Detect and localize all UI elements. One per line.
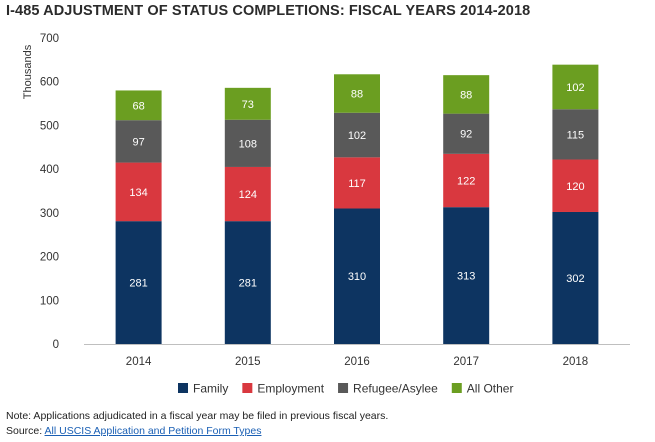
y-tick-label: 400 — [40, 164, 59, 176]
axes: 0 100 200 300 400 500 600 700 Thousands 2014 2015 2… — [22, 33, 630, 368]
data-label: 97 — [132, 136, 144, 148]
bar-segment — [224, 119, 271, 167]
y-tick-label: 0 — [53, 339, 59, 351]
y-tick-label: 300 — [40, 208, 59, 220]
data-label: 313 — [457, 271, 475, 283]
x-tick-label: 2018 — [563, 356, 589, 368]
data-label: 124 — [239, 189, 257, 201]
bar-segment — [443, 75, 490, 114]
data-label: 134 — [129, 187, 147, 199]
y-tick-label: 100 — [40, 295, 59, 307]
data-label: 310 — [348, 271, 366, 283]
bar-segment — [552, 159, 599, 212]
bar-segment — [334, 74, 380, 113]
bar-segment — [224, 166, 271, 222]
y-axis-label: Thousands — [22, 44, 34, 99]
data-label: 92 — [460, 129, 472, 141]
legend-swatch — [178, 383, 188, 393]
x-tick-label: 2015 — [235, 356, 261, 368]
footnotes: Note: Applications adjudicated in a fisc… — [6, 409, 388, 439]
legend-label: Family — [193, 382, 228, 396]
bar-segment — [224, 221, 271, 344]
bar-segment — [552, 64, 599, 110]
bar-segment — [334, 157, 380, 209]
bars: 281 134 97 68 281 124 108 73 310 117 102 88 313 122 92… — [115, 64, 599, 344]
source-line: Source: All USCIS Application and Petiti… — [6, 424, 388, 439]
data-label: 302 — [566, 273, 584, 285]
note-text: Note: Applications adjudicated in a fisc… — [6, 410, 389, 422]
data-label: 122 — [457, 176, 475, 188]
legend: Family Employment Refugee/Asylee All Other — [178, 382, 513, 396]
y-tick-label: 700 — [40, 33, 59, 45]
data-label: 88 — [460, 89, 472, 101]
bar-segment — [334, 208, 380, 344]
data-label: 120 — [566, 181, 584, 193]
bar-segment — [224, 87, 271, 120]
data-label: 68 — [132, 100, 144, 112]
bar-segment — [443, 207, 490, 344]
data-label: 117 — [348, 178, 366, 190]
legend-swatch — [242, 383, 253, 393]
y-tick-label: 200 — [40, 252, 59, 264]
data-label: 102 — [348, 130, 366, 142]
source-link[interactable]: All USCIS Application and Petition Form … — [44, 425, 262, 437]
data-label: 108 — [239, 138, 257, 150]
bar-segment — [334, 112, 380, 158]
y-tick-label: 500 — [40, 120, 59, 132]
chart-title: I-485 ADJUSTMENT OF STATUS COMPLETIONS: … — [6, 3, 531, 19]
data-label: 115 — [567, 129, 585, 141]
bar-segment — [115, 162, 162, 222]
legend-swatch — [451, 383, 462, 393]
x-tick-label: 2017 — [453, 356, 479, 368]
bar-segment — [443, 153, 490, 208]
bar-segment — [443, 113, 490, 154]
data-label: 88 — [351, 89, 363, 101]
legend-label: Employment — [257, 382, 324, 396]
legend-label: Refugee/Asylee — [353, 382, 438, 396]
bar-segment — [552, 109, 599, 160]
legend-label: All Other — [467, 382, 514, 396]
bar-segment — [115, 90, 162, 121]
bar-segment — [552, 211, 599, 344]
x-tick-label: 2016 — [344, 356, 370, 368]
data-label: 102 — [566, 82, 584, 94]
y-tick-label: 600 — [40, 77, 59, 89]
bar-segment — [115, 120, 162, 163]
source-label: Source: — [6, 425, 43, 437]
data-label: 281 — [129, 278, 147, 290]
data-label: 73 — [242, 99, 254, 111]
data-label: 281 — [239, 278, 257, 290]
x-tick-label: 2014 — [126, 356, 152, 368]
bar-segment — [115, 221, 162, 344]
legend-swatch — [338, 383, 349, 393]
